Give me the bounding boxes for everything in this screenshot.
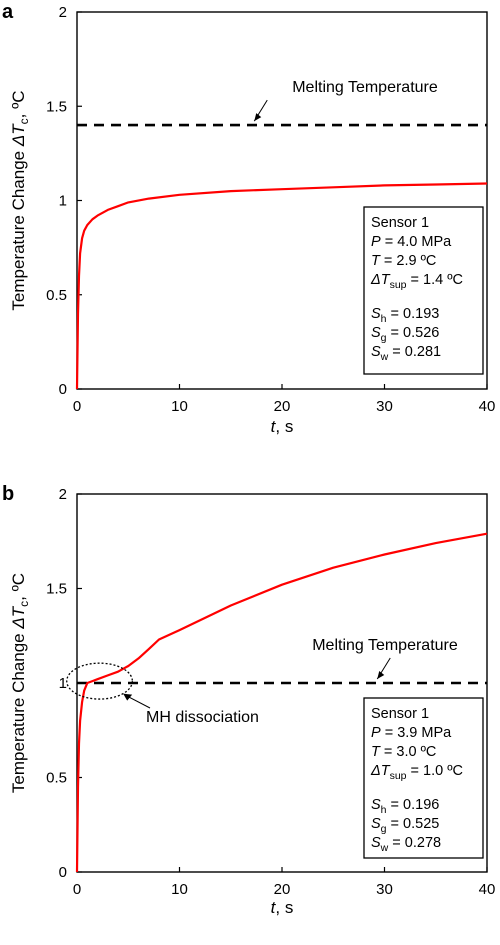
parameter-value: = 0.193 xyxy=(387,306,440,322)
series-line-0 xyxy=(75,182,488,390)
x-axis-unit: , s xyxy=(275,417,293,436)
parameter-value: = 2.9 ºC xyxy=(380,253,436,269)
parameter-value: = 0.278 xyxy=(388,835,441,851)
y-axis-sub: c xyxy=(17,601,31,607)
dissociation-ellipse xyxy=(66,662,133,700)
panel-label: a xyxy=(2,1,14,23)
parameter-sub: w xyxy=(380,351,389,363)
y-axis-sub: c xyxy=(17,118,31,124)
parameter-var: S xyxy=(371,835,381,851)
x-axis-var: t xyxy=(271,417,277,436)
parameter-var: S xyxy=(371,325,381,341)
parameter-value: = 3.9 MPa xyxy=(381,725,452,741)
parameter-sub: sup xyxy=(390,770,407,782)
parameter-sub: h xyxy=(381,804,387,816)
parameter-var: P xyxy=(371,234,381,250)
parameter-line: Sw = 0.278 xyxy=(371,835,441,854)
parameter-var: S xyxy=(371,306,381,322)
parameter-value: = 1.0 ºC xyxy=(407,763,463,779)
series-line-0 xyxy=(75,532,488,873)
parameter-sub: h xyxy=(381,313,387,325)
parameter-value: = 3.0 ºC xyxy=(380,744,436,760)
parameter-value: = 4.0 MPa xyxy=(381,234,452,250)
x-tick-label: 20 xyxy=(274,398,291,415)
parameter-line: ΔTsup = 1.4 ºC xyxy=(370,272,463,291)
parameter-line: Sg = 0.526 xyxy=(371,325,439,344)
y-tick-label: 1 xyxy=(59,675,67,692)
y-axis-label: Temperature Change ΔTc, ºC xyxy=(9,90,31,310)
parameter-line: P = 3.9 MPa xyxy=(371,725,452,741)
parameter-value: = 0.525 xyxy=(387,816,440,832)
x-tick-label: 30 xyxy=(376,881,393,898)
y-axis-prefix: Temperature Change xyxy=(9,146,28,310)
y-tick-label: 0.5 xyxy=(46,287,67,304)
parameter-value: = 0.196 xyxy=(387,797,440,813)
parameter-line: T = 2.9 ºC xyxy=(371,253,436,269)
y-axis-unit: , ºC xyxy=(9,573,28,601)
x-tick-label: 10 xyxy=(171,398,188,415)
parameter-line: Sh = 0.193 xyxy=(371,306,439,325)
parameter-box-title: Sensor 1 xyxy=(371,215,429,231)
x-tick-label: 0 xyxy=(73,398,81,415)
x-tick-label: 0 xyxy=(73,881,81,898)
parameter-var: S xyxy=(371,344,381,360)
parameter-sub: sup xyxy=(390,279,407,291)
parameter-line: P = 4.0 MPa xyxy=(371,234,452,250)
x-tick-label: 20 xyxy=(274,881,291,898)
y-tick-label: 2 xyxy=(59,486,67,503)
parameter-sub: g xyxy=(381,332,387,344)
y-axis-label: Temperature Change ΔTc, ºC xyxy=(9,573,31,793)
dissociation-arrow-line xyxy=(125,695,151,709)
parameter-var: ΔT xyxy=(370,272,391,288)
annotation-arrow-head xyxy=(254,113,262,122)
y-tick-label: 1.5 xyxy=(46,98,67,115)
dissociation-label: MH dissociation xyxy=(146,709,259,726)
parameter-box xyxy=(363,206,484,375)
parameter-box-title: Sensor 1 xyxy=(371,706,429,722)
parameter-var: T xyxy=(371,744,381,760)
y-tick-label: 1.5 xyxy=(46,581,67,598)
melting-temperature-label: Melting Temperature xyxy=(292,79,438,96)
x-axis-unit: , s xyxy=(275,898,293,917)
parameter-var: S xyxy=(371,816,381,832)
x-axis-label: t, s xyxy=(271,898,294,917)
y-axis-var: ΔT xyxy=(9,605,28,629)
y-tick-label: 2 xyxy=(59,4,67,21)
parameter-var: ΔT xyxy=(370,763,391,779)
parameter-line: T = 3.0 ºC xyxy=(371,744,436,760)
y-tick-label: 0.5 xyxy=(46,770,67,787)
x-axis-label: t, s xyxy=(271,417,294,436)
y-tick-label: 0 xyxy=(59,864,67,881)
chart-panel-a: a 0 10 20 30 40 0 0.5 1 1.5 2 t, s Temperature Chang… xyxy=(2,1,495,436)
x-axis-var: t xyxy=(271,898,277,917)
parameter-sub: w xyxy=(380,842,389,854)
x-tick-label: 40 xyxy=(479,881,496,898)
x-tick-label: 10 xyxy=(171,881,188,898)
y-axis-unit: , ºC xyxy=(9,90,28,118)
parameter-line: Sw = 0.281 xyxy=(371,344,441,363)
parameter-box xyxy=(363,697,484,859)
y-axis-var: ΔT xyxy=(9,123,28,147)
parameter-line: ΔTsup = 1.0 ºC xyxy=(370,763,463,782)
parameter-var: T xyxy=(371,253,381,269)
parameter-var: P xyxy=(371,725,381,741)
x-tick-label: 40 xyxy=(479,398,496,415)
dissociation-arrow-head xyxy=(123,693,133,701)
x-tick-label: 30 xyxy=(376,398,393,415)
parameter-var: S xyxy=(371,797,381,813)
y-tick-label: 0 xyxy=(59,381,67,398)
chart-panel-b: b 0 10 20 30 40 0 0.5 1 1.5 2 t, s Temperature Chang… xyxy=(2,483,495,917)
parameter-value: = 0.281 xyxy=(388,344,441,360)
melting-temperature-label: Melting Temperature xyxy=(312,637,458,654)
y-tick-label: 1 xyxy=(59,193,67,210)
parameter-value: = 1.4 ºC xyxy=(407,272,463,288)
parameter-sub: g xyxy=(381,823,387,835)
parameter-line: Sg = 0.525 xyxy=(371,816,439,835)
parameter-value: = 0.526 xyxy=(387,325,440,341)
panel-label: b xyxy=(2,483,14,505)
annotation-arrow-head xyxy=(377,671,385,679)
parameter-line: Sh = 0.196 xyxy=(371,797,439,816)
y-axis-prefix: Temperature Change xyxy=(9,629,28,793)
